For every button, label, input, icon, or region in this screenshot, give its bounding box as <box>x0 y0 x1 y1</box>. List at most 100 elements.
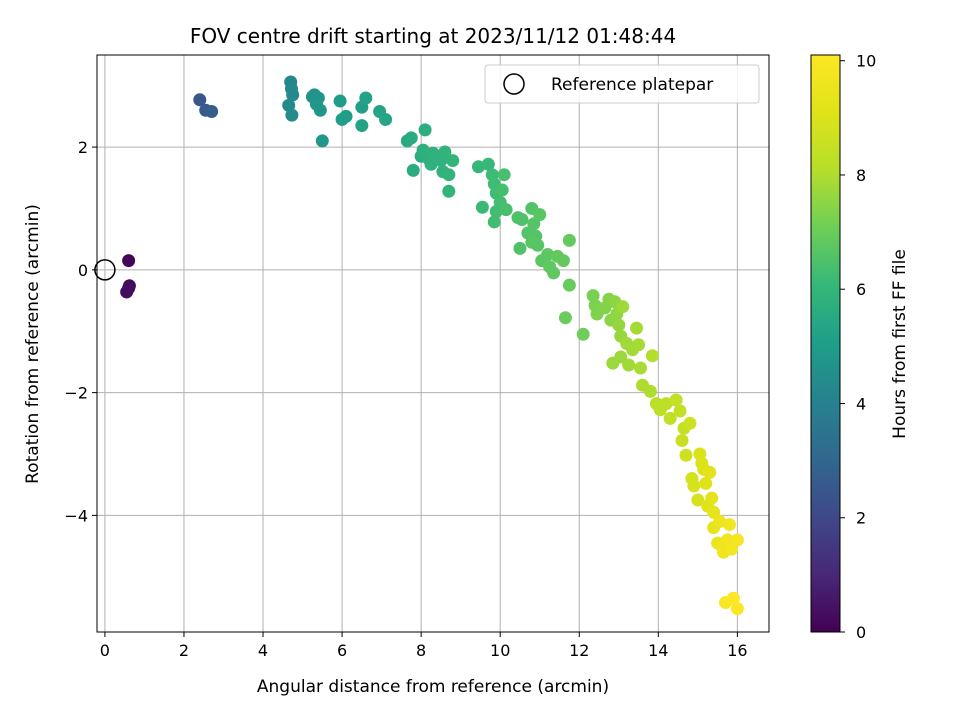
data-point <box>533 208 547 222</box>
data-point <box>691 493 705 507</box>
plot-frame <box>96 54 770 633</box>
colorbar: 0 2 4 6 8 10 Hours from first FF file <box>810 52 910 642</box>
data-point <box>355 119 369 133</box>
colorbar-tick-label: 4 <box>856 394 866 413</box>
y-axis-label: Rotation from reference (arcmin) <box>23 204 43 484</box>
x-tick-label: 12 <box>569 641 589 660</box>
data-points <box>120 75 744 616</box>
data-point <box>562 278 576 292</box>
data-point <box>339 109 353 123</box>
data-point <box>634 361 648 375</box>
data-point <box>683 416 697 430</box>
colorbar-tick-label: 2 <box>856 509 866 528</box>
data-point <box>663 411 677 425</box>
data-point <box>205 104 219 118</box>
colorbar-ticks: 0 2 4 6 8 10 <box>840 52 876 642</box>
data-point <box>556 254 570 268</box>
legend-box <box>484 64 760 104</box>
data-point <box>313 103 327 117</box>
data-point <box>713 515 727 529</box>
x-axis-ticks: 0 2 4 6 8 10 12 14 16 <box>100 632 748 660</box>
data-point <box>726 591 740 605</box>
data-point <box>562 233 576 247</box>
data-point <box>707 505 721 519</box>
data-point <box>622 358 636 372</box>
colorbar-tick-label: 8 <box>856 166 866 185</box>
data-point <box>541 247 555 261</box>
data-point <box>286 88 300 102</box>
data-point <box>614 350 628 364</box>
data-point <box>406 163 420 177</box>
legend-entry-reference-platepar: Reference platepar <box>551 75 713 95</box>
y-axis-ticks: −4 −2 0 2 <box>64 138 97 525</box>
data-point <box>497 168 511 182</box>
data-point <box>547 266 561 280</box>
data-point <box>495 183 509 197</box>
data-point <box>730 533 744 547</box>
data-point <box>513 241 527 255</box>
data-point <box>285 108 299 122</box>
data-point <box>446 154 460 168</box>
y-tick-label: −4 <box>64 506 88 525</box>
data-point <box>122 254 136 268</box>
data-point <box>525 235 539 249</box>
data-point <box>487 215 501 229</box>
data-point <box>576 327 590 341</box>
data-point <box>359 91 373 105</box>
data-point <box>643 384 657 398</box>
x-tick-label: 10 <box>490 641 510 660</box>
data-point <box>120 285 134 299</box>
grid-lines <box>97 55 769 632</box>
data-point <box>416 143 430 157</box>
colorbar-tick-label: 6 <box>856 280 866 299</box>
x-tick-label: 2 <box>179 641 189 660</box>
data-point <box>404 131 418 145</box>
colorbar-tick-label: 0 <box>856 623 866 642</box>
x-tick-label: 8 <box>416 641 426 660</box>
data-point <box>282 98 296 112</box>
data-point <box>632 338 646 352</box>
data-point <box>418 123 432 137</box>
x-tick-label: 16 <box>727 641 747 660</box>
data-point <box>442 184 456 198</box>
data-point <box>612 318 626 332</box>
data-point <box>442 168 456 182</box>
x-axis-label: Angular distance from reference (arcmin) <box>257 677 609 697</box>
data-point <box>315 134 329 148</box>
y-tick-label: 2 <box>78 138 88 157</box>
data-point <box>333 94 347 108</box>
x-tick-label: 0 <box>100 641 110 660</box>
data-point <box>679 448 693 462</box>
data-point <box>499 203 513 217</box>
colorbar-gradient <box>810 54 841 633</box>
data-point <box>699 476 713 490</box>
data-point <box>673 404 687 418</box>
data-point <box>558 311 572 325</box>
x-tick-label: 4 <box>258 641 268 660</box>
colorbar-label: Hours from first FF file <box>890 249 910 439</box>
data-point <box>724 542 738 556</box>
data-point <box>669 393 683 407</box>
y-tick-label: −2 <box>64 384 88 403</box>
data-point <box>703 465 717 479</box>
chart-title: FOV centre drift starting at 2023/11/12 … <box>190 24 676 48</box>
y-tick-label: 0 <box>78 261 88 280</box>
data-point <box>438 145 452 159</box>
data-point <box>193 93 207 107</box>
data-point <box>379 112 393 126</box>
data-point <box>475 200 489 214</box>
x-tick-label: 14 <box>648 641 668 660</box>
data-point <box>659 397 673 411</box>
data-point <box>616 300 630 314</box>
legend-marker-icon <box>503 73 525 95</box>
data-point <box>705 491 719 505</box>
data-point <box>586 289 600 303</box>
data-point <box>481 157 495 171</box>
legend: Reference platepar <box>484 64 760 104</box>
data-point <box>515 213 529 227</box>
data-point <box>630 321 644 335</box>
data-point <box>730 602 744 616</box>
data-point <box>645 349 659 363</box>
data-point <box>722 518 736 532</box>
